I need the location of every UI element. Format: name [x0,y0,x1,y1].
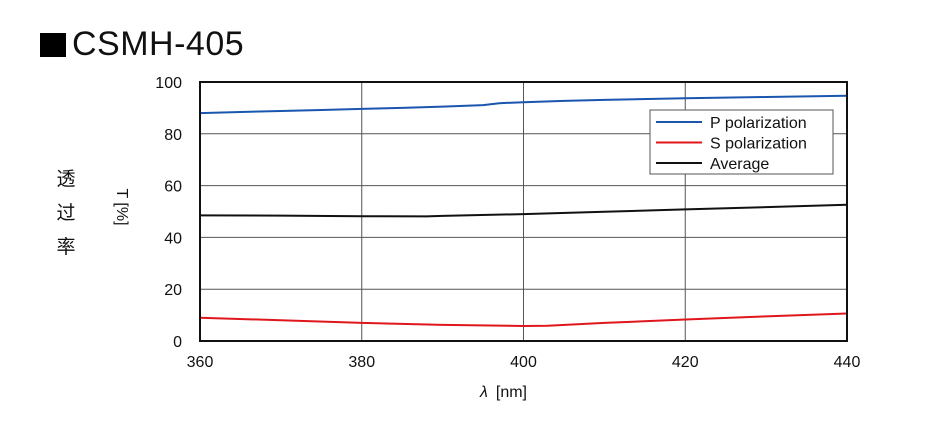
legend-label: P polarization [710,115,807,132]
y-axis-label-char: 过 [56,203,76,224]
x-tick-label: 440 [834,354,861,371]
y-tick-label: 100 [155,75,182,92]
y-tick-label: 20 [164,282,182,299]
y-tick-label: 0 [173,334,182,351]
title-square-marker [40,33,66,57]
x-axis-symbol: λ [480,384,488,401]
x-axis-label: λ [nm] [480,382,527,404]
plot-frame [199,81,848,342]
x-axis-unit: [nm] [495,384,527,401]
legend-label: S polarization [710,136,807,153]
chart-title: CSMH-405 [72,25,245,63]
x-tick-label: 360 [187,354,214,371]
y-axis-label-cjk: 透 过 率 [52,163,80,265]
x-tick-label: 400 [510,354,537,371]
y-axis-label-char: 透 [56,169,76,190]
x-tick-label: 420 [672,354,699,371]
y-tick-label: 80 [164,127,182,144]
series-line [199,203,848,218]
y-tick-label: 60 [164,179,182,196]
series-line [199,94,848,115]
series-line [199,312,848,328]
x-tick-label: 380 [348,354,375,371]
legend-label: Average [710,156,769,173]
y-tick-label: 40 [164,230,182,247]
y-axis-label-char: 率 [56,237,76,258]
